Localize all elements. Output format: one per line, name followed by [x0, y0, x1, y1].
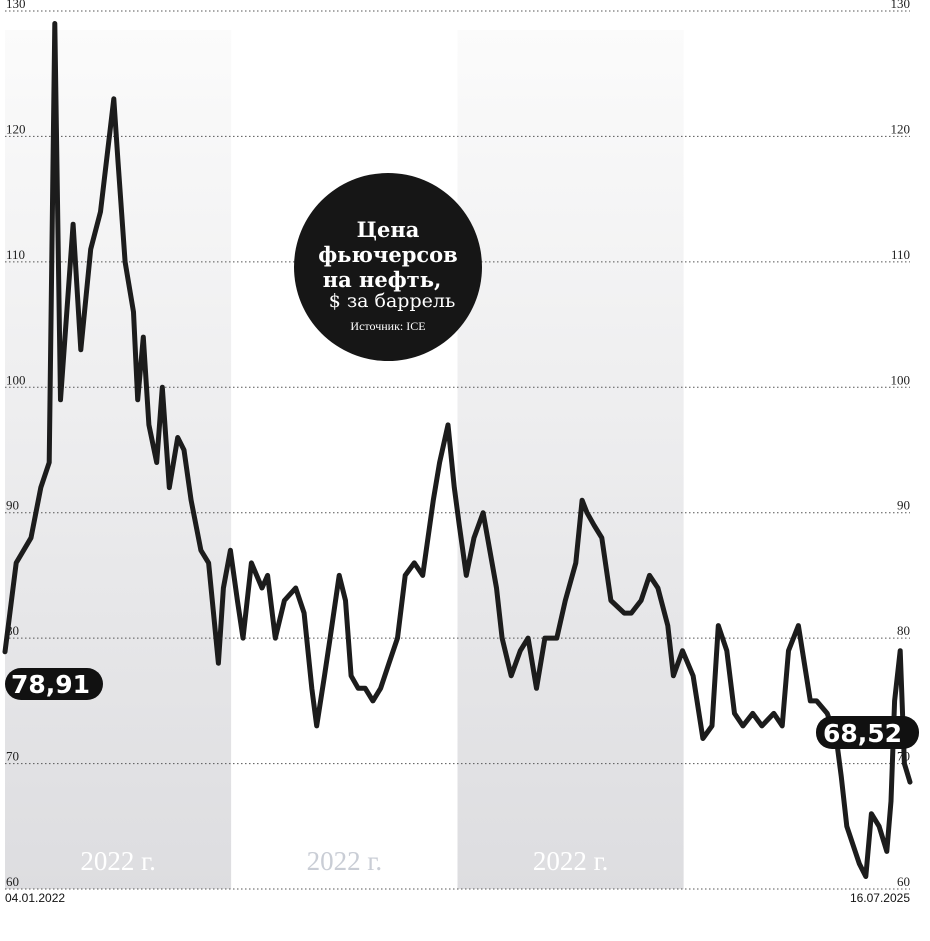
chart-subtitle: $ за баррель	[329, 290, 456, 312]
title-disc: Цена фьючерсов на нефть, $ за баррель Ис…	[294, 173, 482, 361]
y-tick-label: 90	[897, 498, 910, 513]
y-tick-label: 120	[891, 121, 911, 136]
y-tick-label: 100	[891, 372, 911, 387]
y-tick-label: 110	[6, 247, 25, 262]
year-band	[457, 30, 684, 889]
first-value-badge: 78,91	[5, 668, 103, 700]
year-band-label: 2022 г.	[80, 846, 156, 876]
year-band	[683, 30, 910, 889]
year-band	[231, 30, 458, 889]
y-tick-label: 60	[897, 874, 910, 889]
y-tick-label: 110	[891, 247, 910, 262]
year-band-labels: 2022 г. 2022 г. 2022 г.	[80, 846, 608, 876]
price-line	[2, 21, 913, 879]
start-date-label: 04.01.2022	[5, 891, 65, 905]
y-tick-label: 100	[6, 372, 26, 387]
y-tick-label: 130	[891, 0, 911, 11]
last-value-badge: 68,52	[816, 716, 919, 749]
y-tick-label: 70	[6, 749, 19, 764]
year-bands	[5, 30, 910, 889]
y-tick-label: 120	[6, 121, 26, 136]
source-note: Источник: ICE	[350, 319, 425, 333]
y-tick-label: 90	[6, 498, 19, 513]
last-value-label: 68,52	[823, 719, 902, 748]
year-band-label: 2022 г.	[533, 846, 609, 876]
year-band-label: 2022 г.	[307, 846, 383, 876]
title-line-1: Цена	[357, 217, 420, 242]
title-line-2: фьючерсов	[318, 242, 458, 267]
title-line-3: на нефть,	[323, 267, 442, 292]
first-value-label: 78,91	[11, 670, 90, 699]
y-tick-label: 80	[897, 623, 910, 638]
y-tick-label: 60	[6, 874, 19, 889]
price-line-layer	[2, 21, 913, 879]
y-tick-label: 130	[6, 0, 26, 11]
end-date-label: 16.07.2025	[850, 891, 910, 905]
